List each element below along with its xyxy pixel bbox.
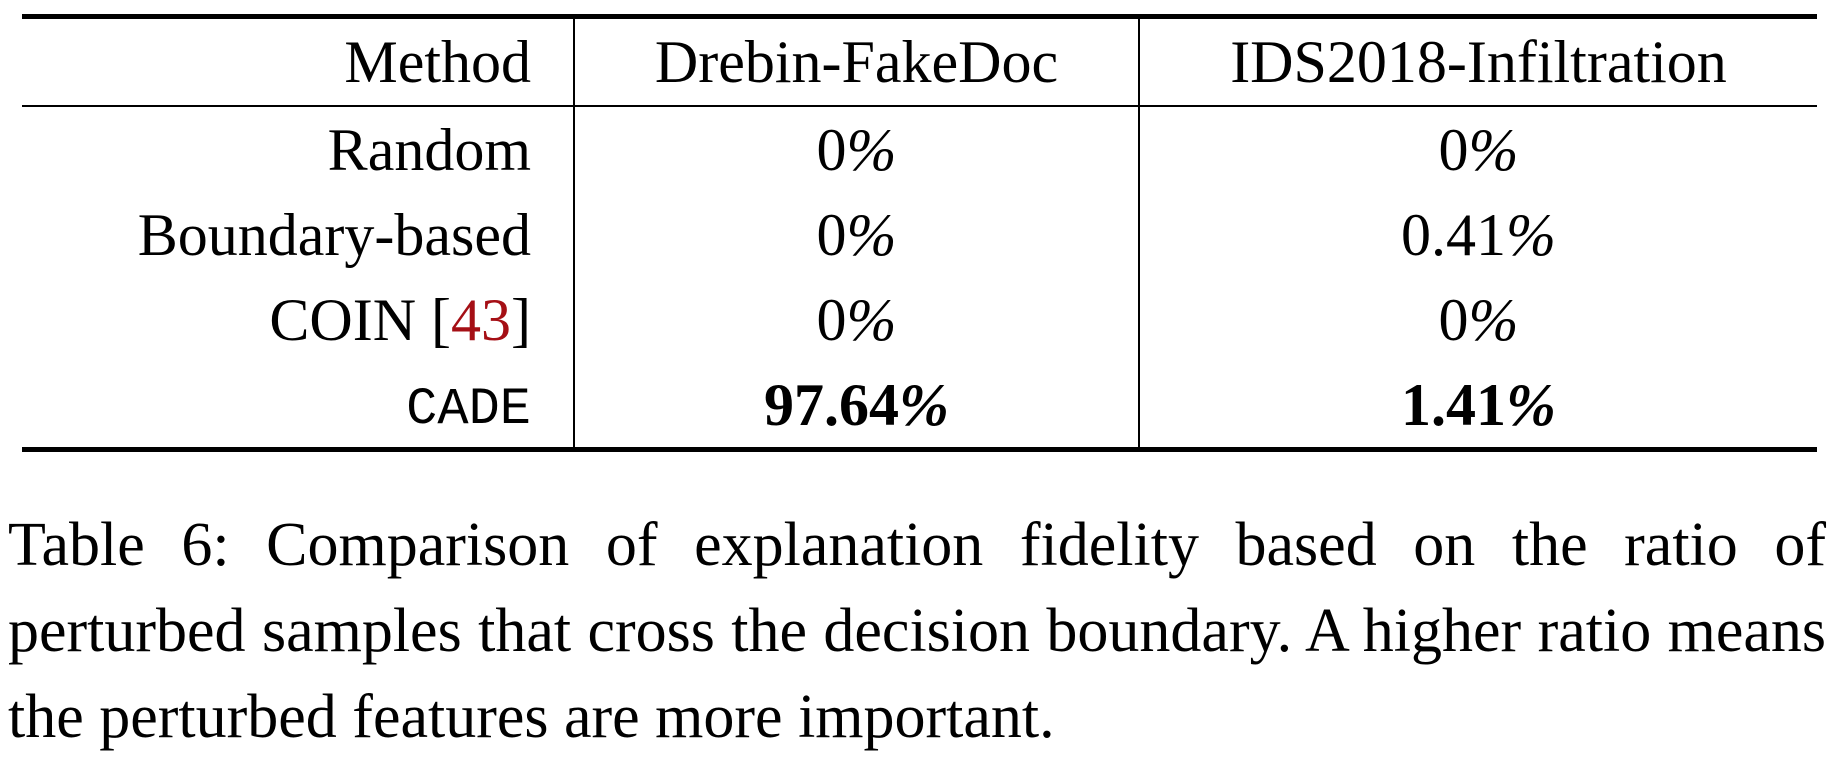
table-header-row: Method Drebin-FakeDoc IDS2018-Infiltrati… [22, 16, 1817, 106]
value-cell: 0% [574, 106, 1140, 192]
method-cell: Boundary-based [22, 192, 575, 277]
header-ids2018-infiltration: IDS2018-Infiltration [1230, 29, 1727, 95]
table-caption: Table 6: Comparison of explanation fidel… [8, 511, 1826, 751]
method-cell: COIN [43] [22, 277, 575, 362]
header-drebin-fakedoc: Drebin-FakeDoc [574, 16, 1140, 106]
value-cell-best: 1.41% [1401, 371, 1556, 438]
value-cell: 0% [574, 277, 1140, 362]
fidelity-table: Method Drebin-FakeDoc IDS2018-Infiltrati… [22, 14, 1817, 452]
value-cell: 0% [1438, 286, 1519, 353]
method-cell: CADE [22, 362, 575, 450]
value-cell-best: 97.64% [574, 362, 1140, 450]
table-row-coin: COIN [43] 0% 0% [22, 277, 1817, 362]
citation-link[interactable]: 43 [451, 286, 512, 353]
table-row-boundary-based: Boundary-based 0% 0.41% [22, 192, 1817, 277]
results-table-container: Method Drebin-FakeDoc IDS2018-Infiltrati… [22, 14, 1817, 452]
value-cell: 0% [574, 192, 1140, 277]
table-row-random: Random 0% 0% [22, 106, 1817, 192]
header-method: Method [22, 16, 575, 106]
method-cell: Random [22, 106, 575, 192]
value-cell: 0.41% [1401, 201, 1556, 268]
table-row-cade: CADE 97.64% 1.41% [22, 362, 1817, 450]
value-cell: 0% [1438, 116, 1519, 183]
